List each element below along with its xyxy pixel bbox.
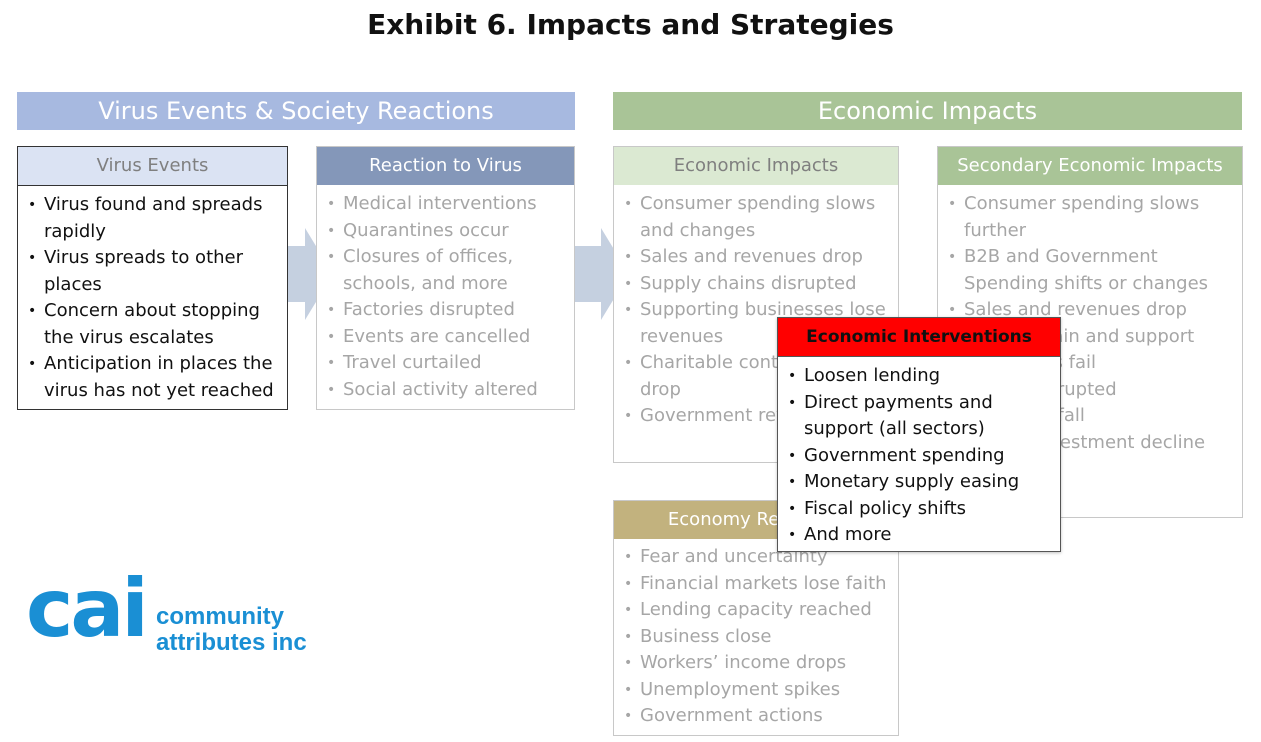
list-item: Direct payments and support (all sectors…	[786, 390, 1054, 443]
reaction-to-virus-box: Reaction to Virus Medical interventions …	[316, 146, 575, 410]
list-item: Monetary supply easing	[786, 469, 1054, 496]
list-item: Fiscal policy shifts	[786, 496, 1054, 523]
list-item: Social activity altered	[325, 377, 568, 404]
list-item: Government spending	[786, 443, 1054, 470]
list-item: Anticipation in places the virus has not…	[26, 351, 281, 404]
list-item: Closures of offices, schools, and more	[325, 244, 568, 297]
virus-events-box: Virus Events Virus found and spreads rap…	[17, 146, 288, 410]
list-item: Government actions	[622, 703, 892, 730]
list-item: Events are cancelled	[325, 324, 568, 351]
economic-interventions-box: Economic Interventions Loosen lending Di…	[777, 317, 1061, 552]
banner-virus-events: Virus Events & Society Reactions	[17, 92, 575, 130]
banner-economic-impacts: Economic Impacts	[613, 92, 1242, 130]
list-item: Factories disrupted	[325, 297, 568, 324]
logo-line-2: attributes inc	[156, 629, 307, 656]
list-item: Medical interventions	[325, 191, 568, 218]
list-item: Workers’ income drops	[622, 650, 892, 677]
list-item: Unemployment spikes	[622, 677, 892, 704]
cai-logo: cai community attributes inc	[26, 564, 326, 658]
list-item: Virus found and spreads rapidly	[26, 192, 281, 245]
list-item: Supporting businesses lose revenues	[622, 297, 892, 350]
list-item: Sales and revenues drop	[946, 297, 1236, 324]
list-item: Business close	[622, 624, 892, 651]
virus-events-header: Virus Events	[18, 147, 287, 186]
reaction-to-virus-list: Medical interventions Quarantines occur …	[317, 185, 574, 403]
list-item: Virus spreads to other places	[26, 245, 281, 298]
list-item: And more	[786, 522, 1054, 549]
list-item: Concern about stopping the virus escalat…	[26, 298, 281, 351]
logo-line-1: community	[156, 603, 285, 630]
list-item: Financial markets lose faith	[622, 571, 892, 598]
list-item: Consumer spending slows further	[946, 191, 1236, 244]
list-item: Loosen lending	[786, 363, 1054, 390]
logo-mark: cai	[26, 562, 149, 655]
list-item: Consumer spending slows and changes	[622, 191, 892, 244]
list-item: Quarantines occur	[325, 218, 568, 245]
economic-impacts-list: Consumer spending slows and changes Sale…	[614, 185, 898, 430]
economic-impacts-header: Economic Impacts	[614, 147, 898, 185]
economy-reactions-list: Fear and uncertainty Financial markets l…	[614, 539, 898, 730]
list-item: Sales and revenues drop	[622, 244, 892, 271]
exhibit-title: Exhibit 6. Impacts and Strategies	[367, 8, 894, 41]
reaction-to-virus-header: Reaction to Virus	[317, 147, 574, 185]
secondary-economic-impacts-header: Secondary Economic Impacts	[938, 147, 1242, 185]
virus-events-list: Virus found and spreads rapidly Virus sp…	[18, 186, 287, 404]
list-item: Supply chains disrupted	[622, 271, 892, 298]
list-item: Travel curtailed	[325, 350, 568, 377]
economic-interventions-header: Economic Interventions	[778, 318, 1060, 357]
list-item: Lending capacity reached	[622, 597, 892, 624]
list-item: B2B and Government Spending shifts or ch…	[946, 244, 1236, 297]
economic-interventions-list: Loosen lending Direct payments and suppo…	[778, 357, 1060, 549]
